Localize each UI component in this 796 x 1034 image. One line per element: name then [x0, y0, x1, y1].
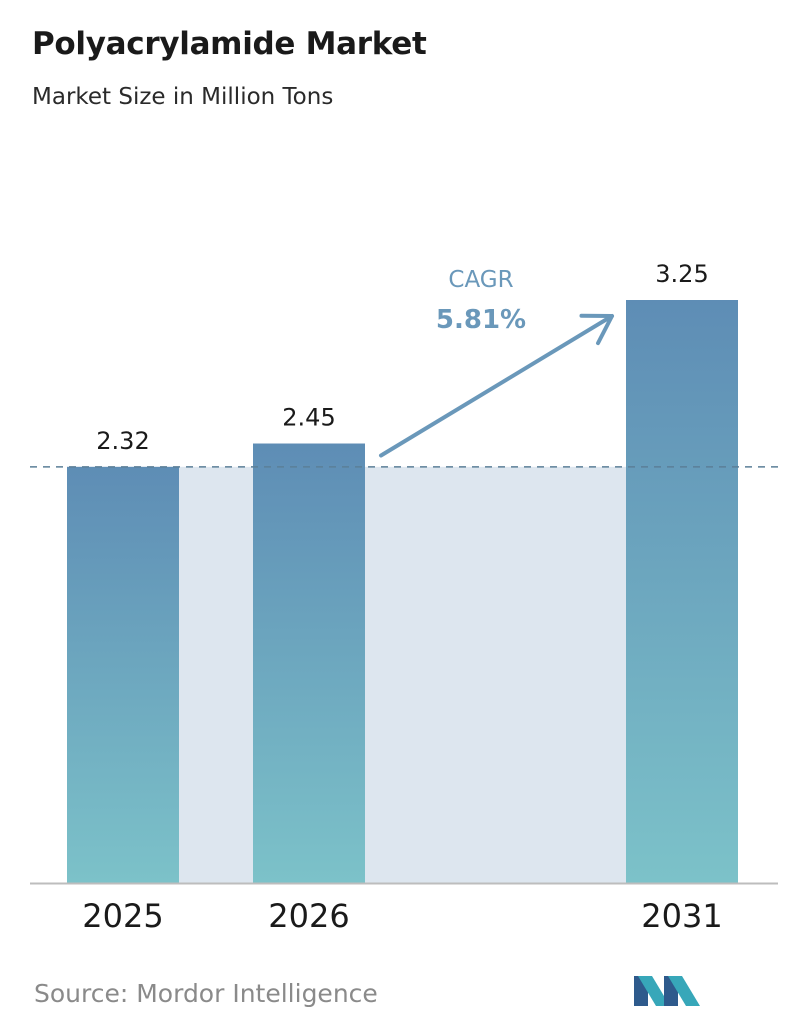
category-label-2026: 2026: [268, 897, 349, 935]
logo-tail-shape: [668, 976, 700, 1006]
cagr-label: CAGR: [448, 267, 513, 293]
bar-2026: [253, 443, 365, 883]
value-label-2031: 3.25: [655, 260, 708, 288]
chart-title: Polyacrylamide Market: [32, 26, 427, 62]
labels-group: 2.32 2025 2.45 2026 3.25 2031: [82, 260, 722, 935]
category-label-2031: 2031: [641, 897, 722, 935]
bars-group: [67, 300, 738, 883]
logo-middle-shape: [638, 976, 670, 1006]
cagr-annotation: CAGR 5.81%: [379, 267, 614, 458]
bar-chart: 2.32 2025 2.45 2026 3.25 2031 CAGR 5.81%: [30, 260, 778, 935]
bar-2031: [626, 300, 738, 883]
value-label-2026: 2.45: [282, 404, 335, 432]
chart-subtitle: Market Size in Million Tons: [32, 84, 334, 110]
category-label-2025: 2025: [82, 897, 163, 935]
bar-2025: [67, 466, 179, 883]
source-text: Source: Mordor Intelligence: [34, 979, 378, 1008]
mordor-intelligence-logo-icon: [634, 976, 700, 1006]
value-label-2025: 2.32: [96, 427, 149, 455]
cagr-arrow-head: [579, 313, 614, 346]
cagr-value: 5.81%: [436, 305, 526, 335]
cagr-arrow: [379, 314, 614, 458]
